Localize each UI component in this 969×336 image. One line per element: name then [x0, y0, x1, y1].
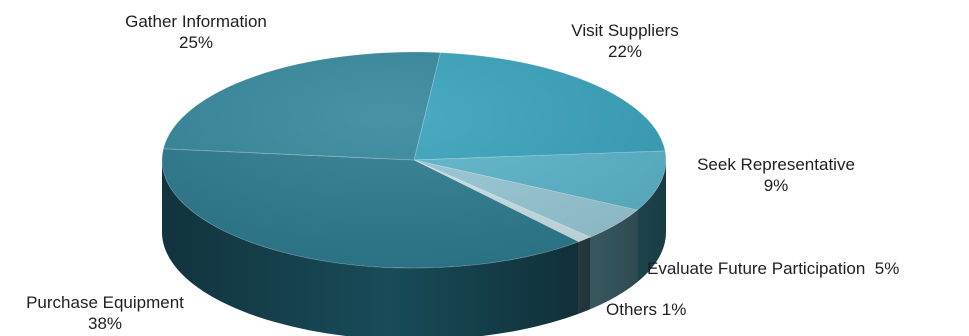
slice-label-purchase-equipment: Purchase Equipment 38%	[0, 292, 210, 334]
slice-percent: 22%	[607, 42, 643, 61]
slice-percent: 1%	[661, 300, 687, 319]
slice-percent: 9%	[763, 176, 789, 195]
slice-name: Gather Information	[125, 12, 267, 31]
slice-label-others: Others 1%	[606, 299, 686, 320]
slice-label-gather-information: Gather Information 25%	[96, 11, 296, 53]
side-shading	[162, 160, 666, 336]
slice-name: Purchase Equipment	[26, 293, 184, 312]
slice-name: Seek Representative	[697, 155, 855, 174]
slice-percent: 5%	[874, 259, 900, 278]
slice-percent: 25%	[178, 33, 214, 52]
slice-label-evaluate-future-participation: Evaluate Future Participation 5%	[647, 258, 899, 279]
slice-name: Visit Suppliers	[571, 21, 679, 40]
top-shine	[162, 52, 666, 268]
slice-label-seek-representative: Seek Representative 9%	[676, 154, 876, 196]
slice-name: Evaluate Future Participation	[647, 259, 866, 278]
slice-percent: 38%	[87, 314, 123, 333]
slice-name: Others	[606, 300, 658, 319]
slice-label-visit-suppliers: Visit Suppliers 22%	[545, 20, 705, 62]
